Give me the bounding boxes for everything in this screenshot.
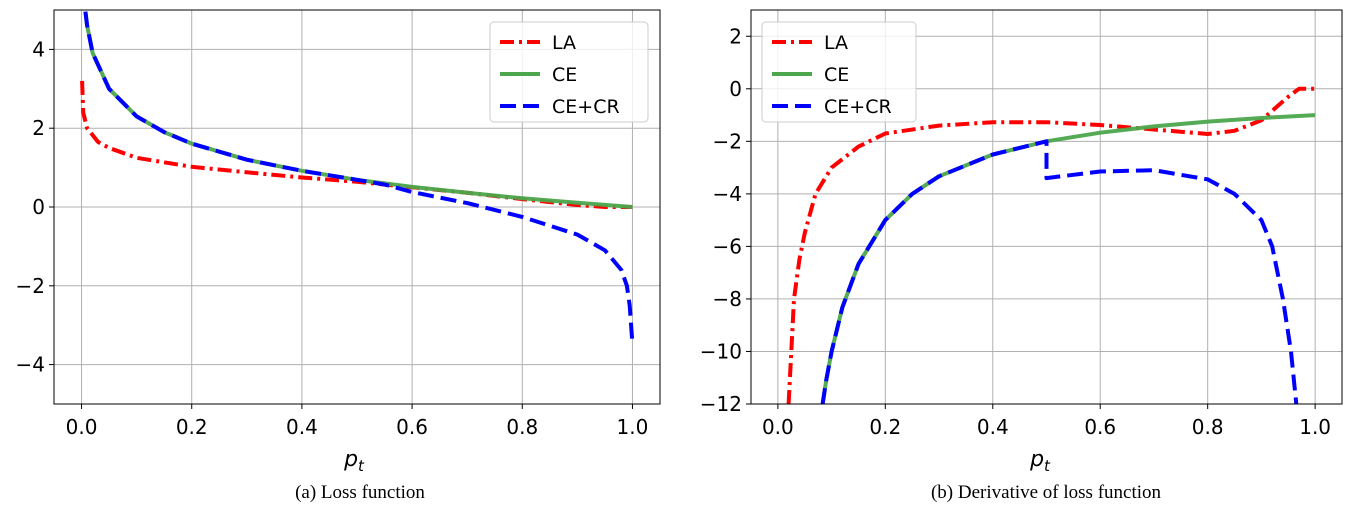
legend-label: CE	[552, 64, 577, 86]
x-axis-label-subscript: t	[1044, 457, 1051, 475]
subplot-1: 0.0 0.2 0.4 0.6 0.8 1.0 −4 −2 0 2 4 LA CE CE+CR pt (a) …	[16, 9, 661, 503]
x-tick-label: 1.0	[1299, 415, 1331, 439]
y-tick-label: −6	[713, 234, 742, 258]
legend-label: LA	[824, 32, 848, 54]
x-axis-label: pt	[343, 447, 365, 475]
axes-frame	[750, 9, 1343, 405]
axes-frame	[53, 9, 661, 405]
x-tick-label: 0.4	[286, 415, 318, 439]
legend: LA CE CE+CR	[761, 21, 917, 123]
x-tick-label: 1.0	[617, 415, 649, 439]
legend: LA CE CE+CR	[489, 21, 649, 123]
y-tick-label: −2	[16, 274, 45, 298]
legend-label: LA	[552, 32, 576, 54]
x-tick-label: 0.8	[1192, 415, 1224, 439]
y-tick-label: 0	[32, 195, 45, 219]
y-tick-label: 0	[729, 77, 742, 101]
x-tick-label: 0.0	[762, 415, 794, 439]
x-tick-label: 0.4	[977, 415, 1009, 439]
y-tick-label: −12	[700, 392, 742, 416]
series-line-ce-cr	[820, 139, 1299, 404]
y-tick-label: −10	[700, 339, 742, 363]
series-line-la	[786, 86, 1316, 404]
x-tick-label: 0.2	[176, 415, 208, 439]
y-tick-label: 2	[729, 24, 742, 48]
series-line-ce	[820, 113, 1316, 404]
x-tick-label: 0.0	[66, 415, 98, 439]
x-axis-label: pt	[1029, 447, 1051, 475]
subplot-caption: (a) Loss function	[295, 482, 425, 503]
subplot-caption: (b) Derivative of loss function	[931, 482, 1162, 503]
legend-box	[761, 21, 917, 123]
legend-label: CE	[824, 64, 849, 86]
y-tick-label: −8	[713, 287, 742, 311]
y-tick-label: 4	[32, 37, 45, 61]
x-tick-label: 0.6	[396, 415, 428, 439]
legend-label: CE+CR	[552, 96, 620, 118]
series-lines	[786, 86, 1316, 404]
subplot-2: 0.0 0.2 0.4 0.6 0.8 1.0 −12 −10 −8 −6 −4 −2 0 2 LA CE CE…	[700, 9, 1343, 503]
x-axis-label-subscript: t	[358, 457, 365, 475]
y-tick-label: 2	[32, 116, 45, 140]
x-tick-label: 0.6	[1084, 415, 1116, 439]
legend-label: CE+CR	[824, 96, 892, 118]
series-lines	[80, 11, 635, 346]
y-tick-label: −4	[16, 353, 45, 377]
x-axis-label-main: p	[1029, 447, 1044, 472]
x-tick-label: 0.8	[506, 415, 538, 439]
y-tick-label: −2	[713, 129, 742, 153]
y-tick-label: −4	[713, 182, 742, 206]
legend-box	[489, 21, 649, 123]
x-axis-label-main: p	[343, 447, 358, 472]
x-tick-label: 0.2	[869, 415, 901, 439]
series-line-ce-cr	[83, 11, 635, 346]
